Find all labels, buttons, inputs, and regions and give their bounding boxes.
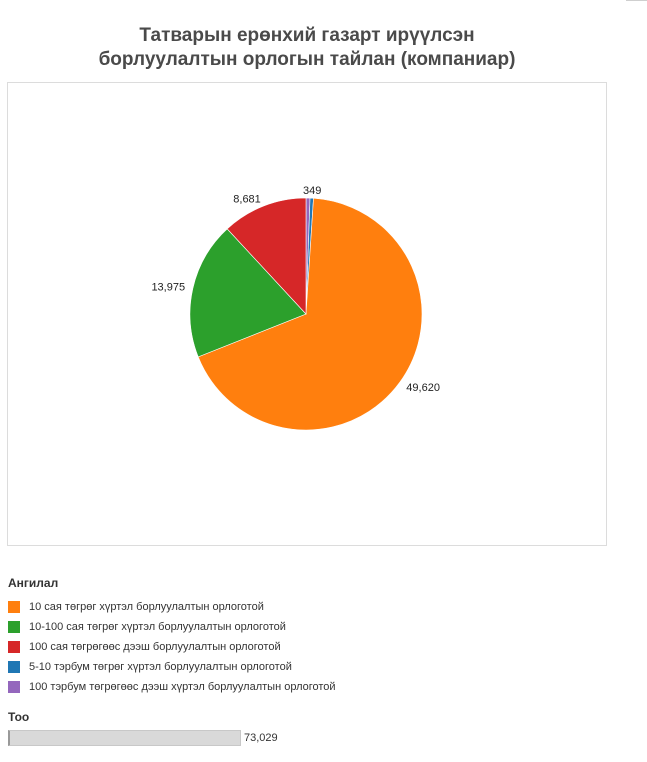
legend-label: 100 тэрбум төгрөгөөс дээш хүртэл борлуул…: [29, 681, 336, 693]
legend-swatch: [8, 661, 20, 673]
legend-swatch: [8, 681, 20, 693]
legend-item[interactable]: 100 сая төгрөгөөс дээш борлуулалтын орло…: [8, 637, 628, 657]
legend-label: 10-100 сая төгрөг хүртэл борлуулалтын ор…: [29, 621, 286, 633]
legend-label: 10 сая төгрөг хүртэл борлуулалтын орлого…: [29, 601, 264, 613]
chart-title: Татварын ерөнхий газарт ирүүлсэн борлуул…: [0, 24, 614, 72]
size-legend-bar: [8, 730, 241, 746]
pie-slice[interactable]: [189, 228, 307, 358]
pie-slice[interactable]: [197, 197, 423, 431]
data-label: 349: [303, 185, 321, 197]
legend-item[interactable]: 5-10 тэрбум төгрөг хүртэл борлуулалтын о…: [8, 657, 628, 677]
size-legend-title: Тоо: [8, 710, 30, 724]
pie-slice[interactable]: [226, 197, 307, 315]
data-label: 13,975: [151, 282, 185, 294]
legend-item[interactable]: 10-100 сая төгрөг хүртэл борлуулалтын ор…: [8, 617, 628, 637]
chart-title-line-1: Татварын ерөнхий газарт ирүүлсэн: [139, 25, 475, 46]
legend-item[interactable]: 10 сая төгрөг хүртэл борлуулалтын орлого…: [8, 597, 628, 617]
legend-item[interactable]: 100 тэрбум төгрөгөөс дээш хүртэл борлуул…: [8, 677, 628, 697]
top-rule: [626, 0, 647, 1]
size-legend-value: 73,029: [244, 732, 278, 744]
legend-label: 100 сая төгрөгөөс дээш борлуулалтын орло…: [29, 641, 281, 653]
legend-swatch: [8, 621, 20, 633]
color-legend: Ангилал 10 сая төгрөг хүртэл борлуулалты…: [8, 576, 628, 697]
data-label: 49,620: [406, 382, 440, 394]
plot-area: 349 49,620 13,975 8,681: [7, 82, 607, 546]
pie-chart: 349 49,620 13,975 8,681: [151, 185, 440, 431]
data-label: 8,681: [233, 194, 261, 206]
chart-title-line-2: борлуулалтын орлогын тайлан (компаниар): [98, 49, 516, 70]
size-legend: Тоо 73,029: [8, 710, 278, 746]
legend-swatch: [8, 601, 20, 613]
legend-swatch: [8, 641, 20, 653]
color-legend-title: Ангилал: [8, 576, 59, 590]
legend-label: 5-10 тэрбум төгрөг хүртэл борлуулалтын о…: [29, 661, 292, 673]
